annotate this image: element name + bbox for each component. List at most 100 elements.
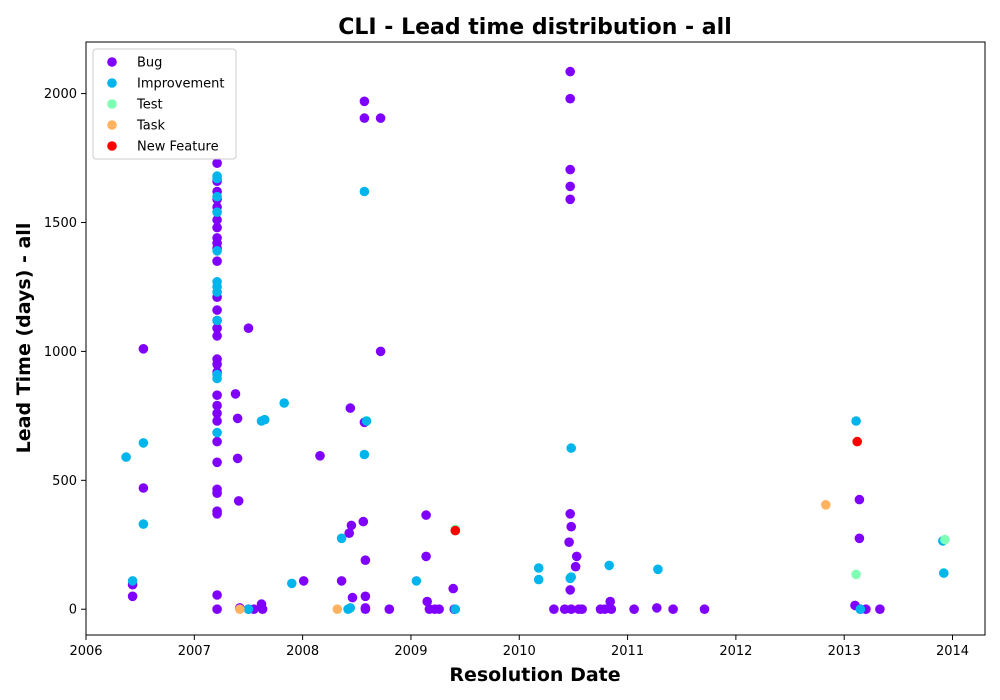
x-tick-label: 2012 xyxy=(719,644,752,659)
data-point xyxy=(344,528,355,538)
data-point xyxy=(851,416,861,426)
legend-label: Task xyxy=(136,119,166,134)
data-point xyxy=(605,596,615,607)
legend-marker xyxy=(107,141,117,151)
data-point xyxy=(315,451,325,461)
data-point xyxy=(212,158,222,168)
x-tick-label: 2006 xyxy=(69,644,102,659)
x-tick-label: 2014 xyxy=(936,644,969,659)
data-point xyxy=(212,315,222,326)
data-point xyxy=(259,414,270,425)
x-tick-label: 2011 xyxy=(611,644,644,659)
legend-label: Improvement xyxy=(137,77,224,92)
data-point xyxy=(699,604,710,614)
data-point xyxy=(212,277,222,287)
data-point xyxy=(566,443,576,453)
x-tick-label: 2007 xyxy=(178,644,211,659)
legend-marker xyxy=(107,99,117,109)
y-tick-label: 1500 xyxy=(44,216,77,231)
data-point xyxy=(422,596,433,607)
data-point xyxy=(565,585,575,595)
data-point xyxy=(212,246,222,256)
data-point xyxy=(345,603,356,613)
x-tick-label: 2009 xyxy=(394,644,427,659)
data-point xyxy=(243,604,254,614)
data-point xyxy=(212,408,222,419)
data-point xyxy=(939,568,949,578)
data-point xyxy=(359,449,370,460)
data-point xyxy=(375,113,386,123)
data-point xyxy=(212,323,222,334)
legend-label: Test xyxy=(136,98,163,113)
data-point xyxy=(434,604,444,614)
data-point xyxy=(212,191,222,202)
data-point xyxy=(565,93,575,104)
data-point xyxy=(212,590,222,600)
data-point xyxy=(854,494,865,505)
data-point xyxy=(336,533,347,544)
data-point xyxy=(571,551,582,562)
data-point xyxy=(854,533,865,544)
data-point xyxy=(570,561,581,572)
data-point xyxy=(243,323,254,334)
series-new-feature xyxy=(450,436,862,536)
data-point xyxy=(287,578,297,589)
chart-title: CLI - Lead time distribution - all xyxy=(338,15,731,40)
x-axis: 2006 2007 2008 2009 2010 2011 2012 2013 2014 xyxy=(69,635,969,659)
data-point xyxy=(851,569,861,580)
data-point xyxy=(212,416,222,426)
data-point xyxy=(212,427,222,438)
data-point xyxy=(604,560,614,571)
data-point xyxy=(566,604,576,614)
data-point xyxy=(232,453,243,464)
y-tick-label: 0 xyxy=(69,603,77,618)
data-point xyxy=(233,496,244,506)
x-tick-label: 2008 xyxy=(286,644,319,659)
data-point xyxy=(411,576,422,586)
data-point xyxy=(212,436,222,447)
data-point xyxy=(360,604,371,614)
data-point xyxy=(212,369,222,380)
data-point xyxy=(212,215,222,225)
x-axis-label: Resolution Date xyxy=(449,664,620,686)
y-axis-label: Lead Time (days) - all xyxy=(13,223,35,454)
data-point xyxy=(606,604,617,614)
data-point xyxy=(361,416,372,426)
data-point xyxy=(359,186,370,197)
data-point xyxy=(359,113,370,123)
data-point xyxy=(212,484,222,495)
data-point xyxy=(212,207,222,217)
data-point xyxy=(212,171,222,181)
data-point xyxy=(384,604,395,614)
y-axis: 0 500 1000 1500 2000 xyxy=(44,87,86,618)
data-point xyxy=(360,555,371,565)
data-point xyxy=(138,438,149,448)
data-point xyxy=(565,509,575,519)
legend-label: New Feature xyxy=(137,140,219,155)
data-point xyxy=(298,576,309,586)
data-point xyxy=(564,537,574,547)
x-tick-label: 2013 xyxy=(828,644,861,659)
data-point xyxy=(533,574,544,585)
data-point xyxy=(450,525,461,536)
data-point xyxy=(332,604,343,614)
y-tick-label: 2000 xyxy=(44,87,77,102)
data-point xyxy=(212,305,222,315)
data-point xyxy=(549,604,559,614)
data-point xyxy=(212,457,222,468)
legend-marker xyxy=(107,57,117,67)
data-point xyxy=(565,181,575,192)
data-point xyxy=(852,436,862,447)
data-point xyxy=(138,344,149,354)
data-point xyxy=(577,604,587,614)
data-point xyxy=(212,604,222,614)
data-point xyxy=(360,591,371,602)
data-point xyxy=(565,194,575,205)
data-point xyxy=(212,222,222,233)
y-tick-label: 1000 xyxy=(44,345,77,360)
data-point xyxy=(232,413,243,424)
data-point xyxy=(212,400,222,411)
legend-label: Bug xyxy=(137,56,162,71)
data-point xyxy=(668,604,678,614)
